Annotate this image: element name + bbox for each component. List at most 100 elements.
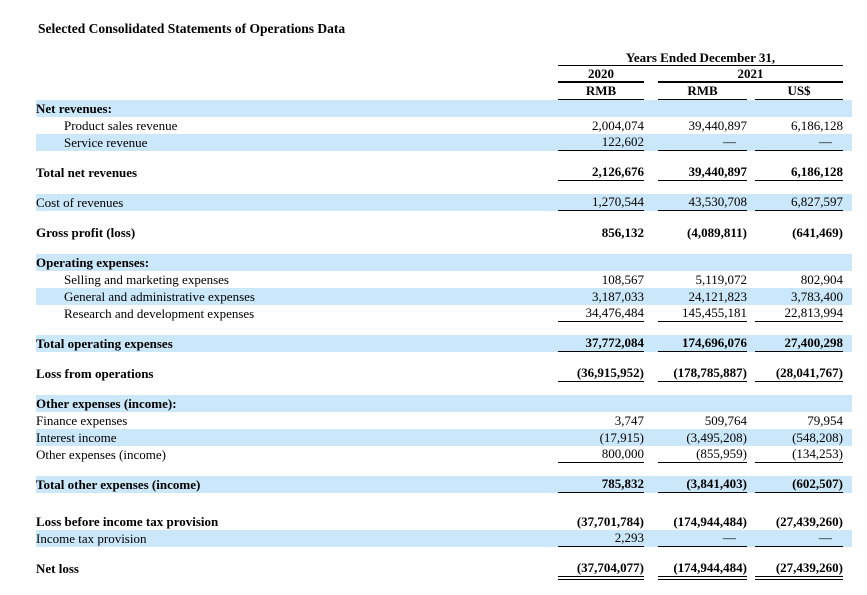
column-gap xyxy=(747,117,755,134)
row-label: Research and development expenses xyxy=(64,306,255,321)
table-row: Research and development expenses 34,476… xyxy=(36,305,852,322)
cell-2021-usd: (27,439,260) xyxy=(755,560,843,580)
cell-2020-rmb: 3,747 xyxy=(614,413,644,428)
cell-2021-usd: (134,253) xyxy=(755,446,843,463)
row-right-pad xyxy=(843,288,852,305)
cell-2021-usd: 3,783,400 xyxy=(791,289,843,304)
cell-2020-rmb xyxy=(558,254,644,271)
row-label: Total net revenues xyxy=(36,165,138,180)
row-label-cell: Loss before income tax provision xyxy=(36,513,558,530)
table-row: Interest income (17,915) (3,495,208) (54… xyxy=(36,429,852,446)
table-row: Net revenues: xyxy=(36,100,852,117)
cell-2020-rmb xyxy=(558,100,644,117)
column-gap xyxy=(644,305,658,322)
column-gap xyxy=(747,476,755,493)
cell-2020-rmb: 800,000 xyxy=(558,446,644,463)
row-right-pad xyxy=(843,476,852,493)
column-gap xyxy=(747,305,755,322)
cell-2021-usd xyxy=(755,100,843,117)
cell-2020-rmb: 2,004,074 xyxy=(592,118,644,133)
row-label: Net loss xyxy=(36,561,79,576)
row-label: Total operating expenses xyxy=(36,336,173,351)
cell-2021-rmb: (174,944,484) xyxy=(673,514,747,529)
row-label: Service revenue xyxy=(64,135,148,150)
cell-2021-rmb: 5,119,072 xyxy=(695,272,747,287)
row-label-cell: Total other expenses (income) xyxy=(36,476,558,493)
column-gap xyxy=(747,365,755,382)
row-label: Interest income xyxy=(36,430,117,445)
table-row: Net loss (37,704,077) (174,944,484) (27,… xyxy=(36,560,852,580)
row-right-pad xyxy=(843,560,852,577)
table-row: General and administrative expenses 3,18… xyxy=(36,288,852,305)
column-gap xyxy=(644,134,658,151)
row-label-cell: Gross profit (loss) xyxy=(36,224,558,241)
cell-2020-rmb: 856,132 xyxy=(601,225,644,240)
cell-2020-rmb xyxy=(558,395,644,412)
column-gap xyxy=(644,117,658,134)
row-right-pad xyxy=(843,446,852,463)
column-gap xyxy=(644,194,658,211)
row-right-pad xyxy=(843,271,852,288)
column-gap xyxy=(747,513,755,530)
cell-2021-rmb: (178,785,887) xyxy=(658,365,747,382)
column-gap xyxy=(747,429,755,446)
row-label-cell: Interest income xyxy=(36,429,558,446)
cell-2021-usd: 6,186,128 xyxy=(791,118,843,133)
cell-2021-usd: 802,904 xyxy=(800,272,843,287)
row-label: Total other expenses (income) xyxy=(36,477,201,492)
cell-2021-rmb: (3,841,403) xyxy=(658,476,747,493)
cell-2021-usd: — xyxy=(755,134,843,151)
row-label: Gross profit (loss) xyxy=(36,225,136,240)
column-gap xyxy=(644,560,658,577)
row-right-pad xyxy=(843,254,852,271)
operations-table: Years Ended December 31, 2020 2021 RMB R… xyxy=(36,50,852,580)
cell-2021-usd: (28,041,767) xyxy=(755,365,843,382)
cell-2020-rmb: 108,567 xyxy=(601,272,644,287)
table-row: Total operating expenses 37,772,084 174,… xyxy=(36,335,852,352)
cell-2020-rmb: 34,476,484 xyxy=(558,305,644,322)
row-right-pad xyxy=(843,134,852,151)
cell-2021-rmb: 24,121,823 xyxy=(688,289,748,304)
column-gap xyxy=(644,335,658,352)
row-label: Selling and marketing expenses xyxy=(64,272,229,287)
row-label-cell: Product sales revenue xyxy=(36,117,558,134)
column-gap xyxy=(747,412,755,429)
cell-2021-rmb: (174,944,484) xyxy=(658,560,747,580)
column-gap xyxy=(644,412,658,429)
column-gap xyxy=(747,288,755,305)
column-gap xyxy=(644,365,658,382)
row-right-pad xyxy=(843,194,852,211)
table-header-years-row: 2020 2021 xyxy=(36,66,852,83)
column-gap xyxy=(644,446,658,463)
cell-2021-rmb: 39,440,897 xyxy=(658,164,747,181)
column-gap xyxy=(644,530,658,547)
header-label-spacer xyxy=(36,50,558,66)
row-right-pad xyxy=(843,305,852,322)
row-right-pad xyxy=(843,513,852,530)
row-label-cell: Net loss xyxy=(36,560,558,577)
column-gap xyxy=(747,224,755,241)
cell-2021-rmb: 174,696,076 xyxy=(658,335,747,352)
table-row: Operating expenses: xyxy=(36,254,852,271)
table-row: Other expenses (income): xyxy=(36,395,852,412)
cell-2021-usd xyxy=(755,254,843,271)
row-label-cell: Selling and marketing expenses xyxy=(36,271,558,288)
column-gap xyxy=(747,194,755,211)
column-gap xyxy=(747,560,755,577)
row-label-cell: Research and development expenses xyxy=(36,305,558,322)
column-gap xyxy=(644,271,658,288)
column-gap xyxy=(644,224,658,241)
column-gap xyxy=(644,100,658,117)
row-label-cell: Operating expenses: xyxy=(36,254,558,271)
cell-2021-rmb: 145,455,181 xyxy=(658,305,747,322)
table-row: Total net revenues 2,126,676 39,440,897 … xyxy=(36,164,852,181)
column-header-2021: 2021 xyxy=(658,66,843,83)
row-label-cell: Finance expenses xyxy=(36,412,558,429)
cell-2021-rmb xyxy=(658,254,747,271)
row-label: Income tax provision xyxy=(36,531,147,546)
column-gap xyxy=(747,100,755,117)
cell-2020-rmb: (17,915) xyxy=(599,430,644,445)
row-right-pad xyxy=(843,365,852,382)
table-row: Income tax provision 2,293 — — xyxy=(36,530,852,547)
